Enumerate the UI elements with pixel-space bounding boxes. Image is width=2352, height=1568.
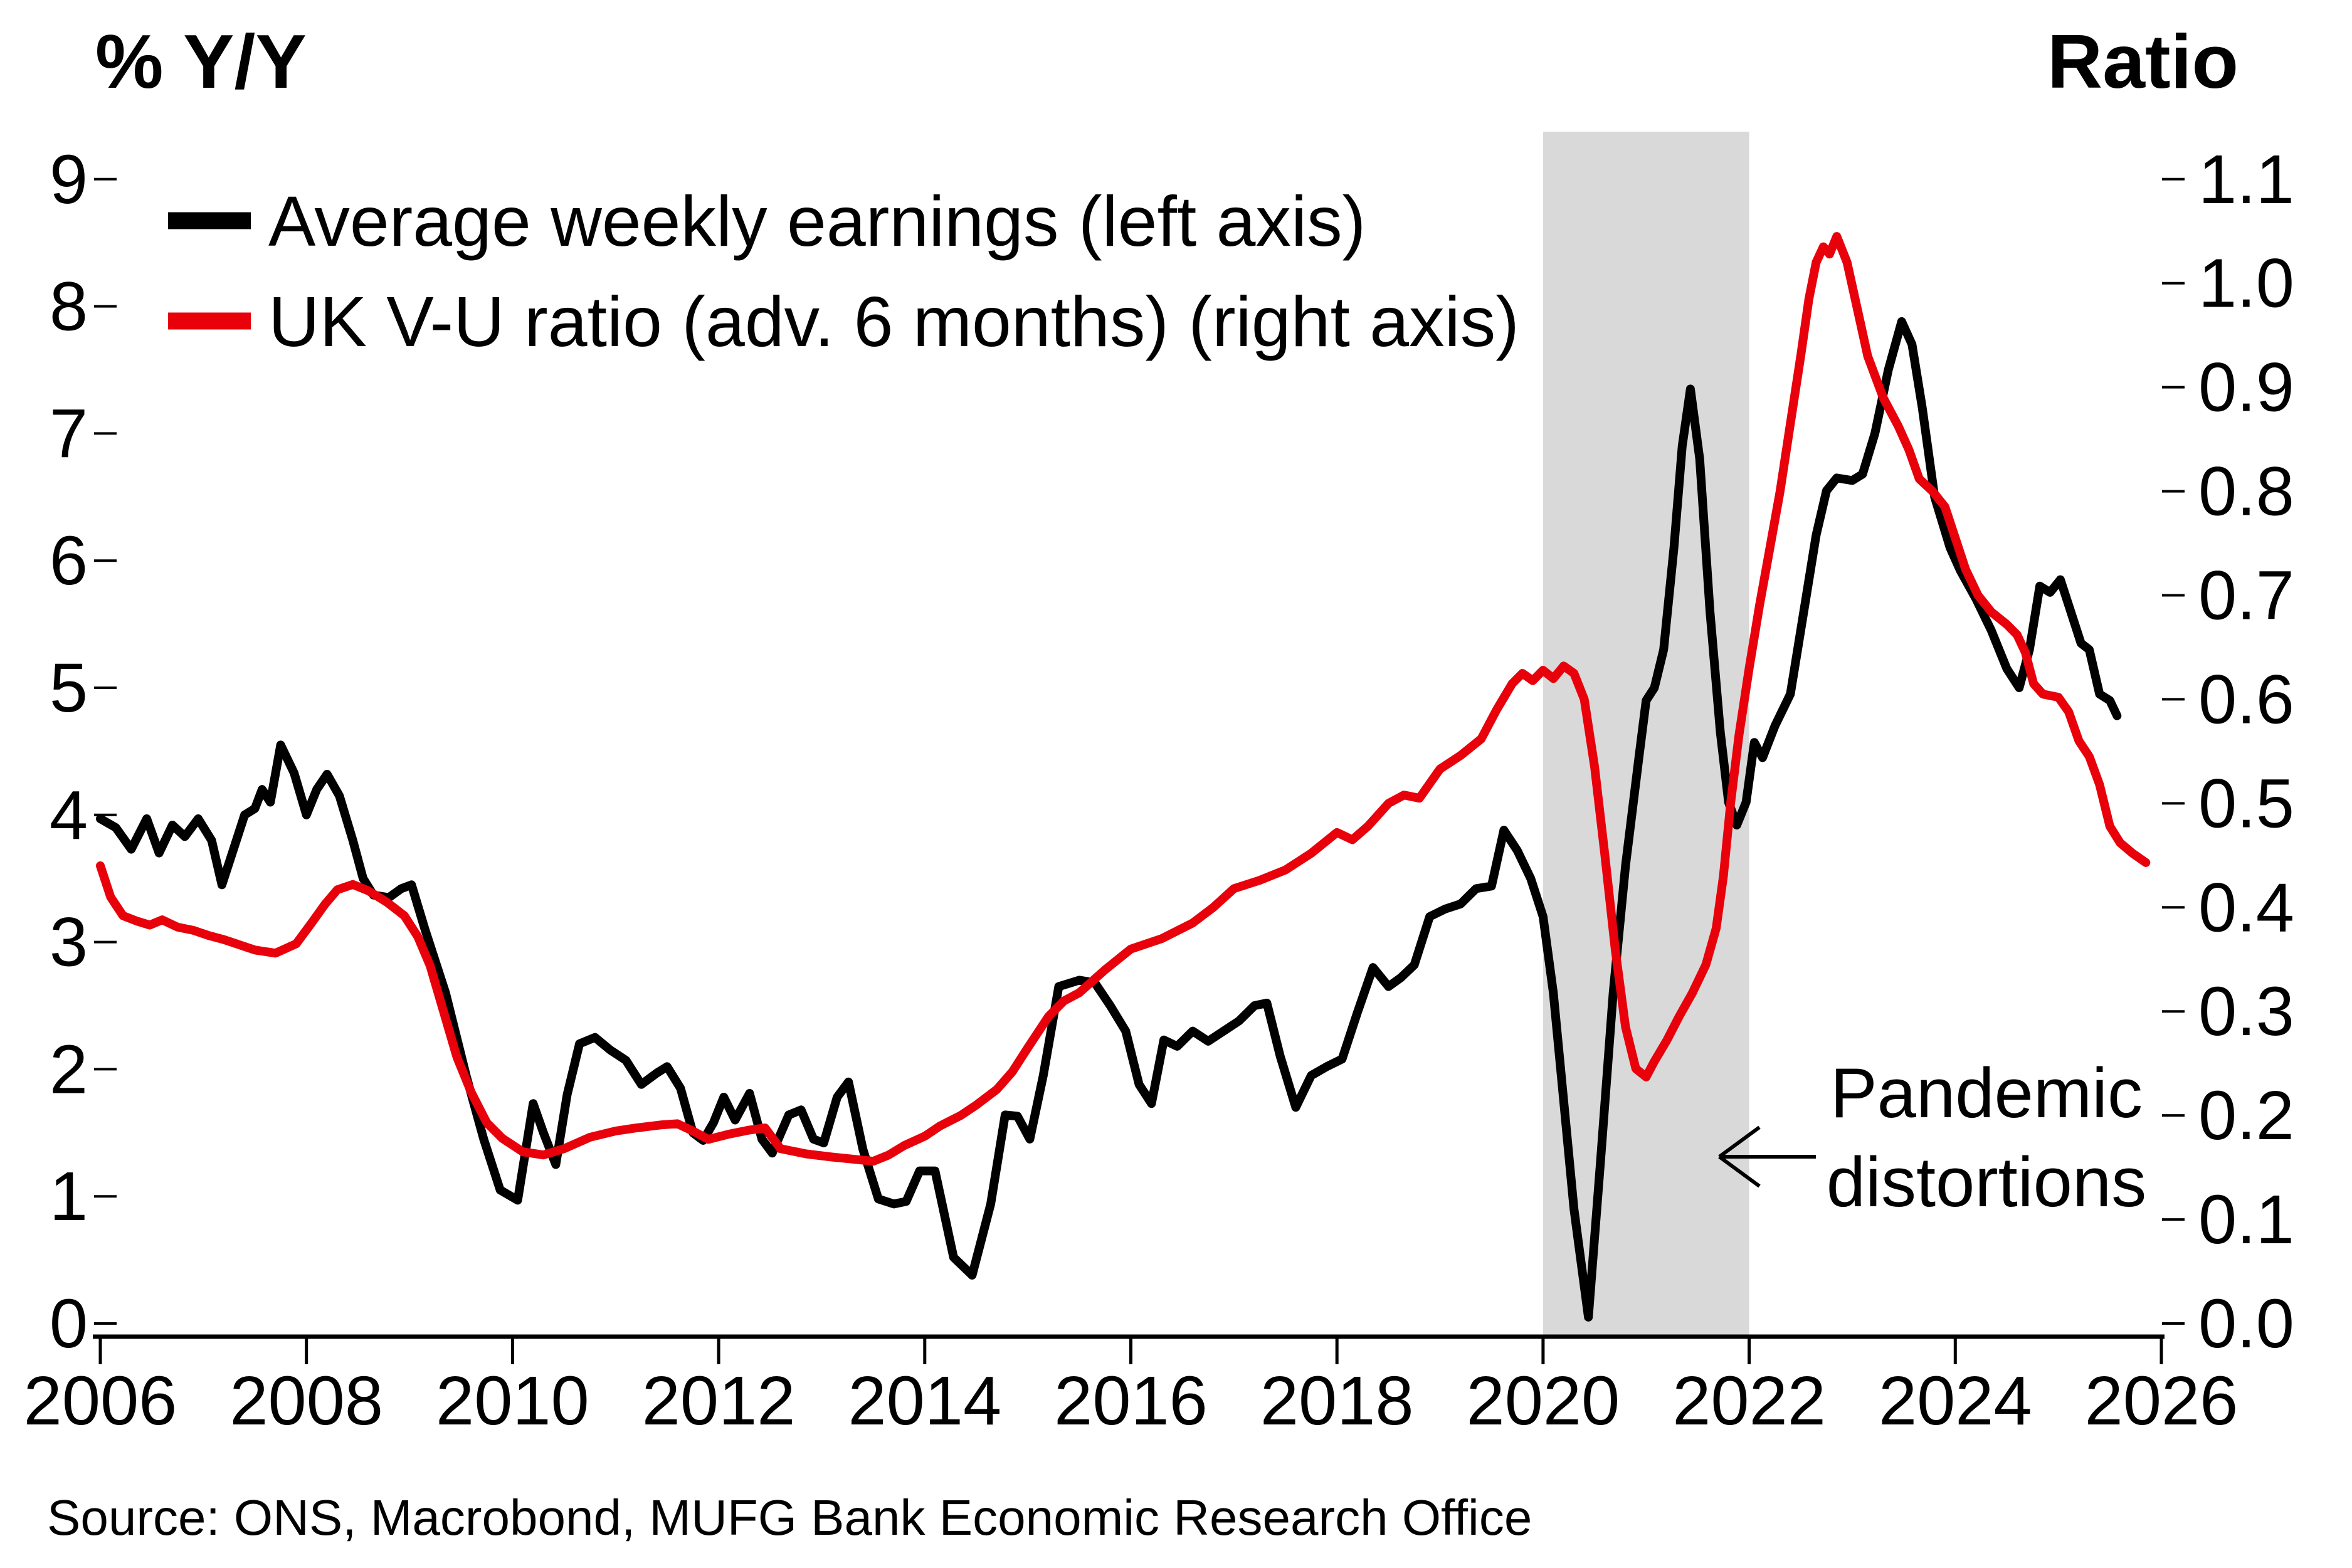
legend-label-vu-ratio: UK V-U ratio (adv. 6 months) (right axis… [268, 282, 1519, 361]
right-axis-tick-label: 0.9 [2198, 349, 2294, 426]
left-axis-tick-label: 9 [50, 141, 88, 218]
left-arrow-icon [1718, 1125, 1816, 1188]
right-axis-tick-label: 1.0 [2198, 245, 2294, 322]
x-axis-tick-label: 2018 [1260, 1362, 1414, 1439]
x-axis-tick-label: 2008 [229, 1362, 383, 1439]
axis-tick-labels: 0 1 2 3 4 5 6 7 8 9 0.0 0.1 0.2 0.3 0.4 0.5 0.6 0.7 0.8 0.9… [24, 141, 2294, 1439]
left-axis-tick-label: 3 [50, 904, 88, 981]
vu-ratio-line [96, 232, 2151, 1166]
data-series [96, 232, 2151, 1322]
right-axis-title: Ratio [2047, 19, 2239, 104]
x-axis-tick-label: 2012 [642, 1362, 796, 1439]
left-axis-tick-label: 2 [50, 1031, 88, 1108]
axis-ticks [94, 177, 2185, 1364]
right-axis-tick-label: 0.5 [2198, 765, 2294, 842]
legend: Average weekly earnings (left axis) UK V… [168, 182, 1519, 361]
x-axis-tick-label: 2006 [24, 1362, 177, 1439]
x-axis-tick-label: 2024 [1879, 1362, 2032, 1439]
left-axis-tick-label: 7 [50, 395, 88, 472]
left-axis-tick-label: 4 [50, 777, 88, 854]
right-axis-tick-label: 0.3 [2198, 973, 2294, 1050]
earnings-line [96, 317, 2122, 1322]
pandemic-annotation: Pandemic distortions [1718, 1054, 2146, 1221]
annotation-line2: distortions [1827, 1143, 2146, 1221]
left-axis-tick-label: 8 [50, 268, 88, 345]
right-axis-tick-label: 0.6 [2198, 661, 2294, 738]
right-axis-tick-label: 0.0 [2198, 1285, 2294, 1362]
right-axis-tick-label: 0.8 [2198, 453, 2294, 530]
annotation-line1: Pandemic [1830, 1054, 2143, 1132]
x-axis-tick-label: 2010 [436, 1362, 589, 1439]
x-axis-tick-label: 2020 [1467, 1362, 1620, 1439]
right-axis-tick-label: 0.4 [2198, 869, 2294, 946]
x-axis-tick-label: 2026 [2085, 1362, 2239, 1439]
x-axis-tick-label: 2022 [1672, 1362, 1826, 1439]
source-note: Source: ONS, Macrobond, MUFG Bank Econom… [47, 1490, 1532, 1545]
left-axis-tick-label: 1 [50, 1158, 88, 1235]
left-axis-tick-label: 0 [50, 1285, 88, 1362]
legend-label-earnings: Average weekly earnings (left axis) [268, 182, 1366, 261]
x-axis-tick-label: 2014 [848, 1362, 1001, 1439]
right-axis-tick-label: 0.7 [2198, 557, 2294, 634]
left-axis-title: % Y/Y [95, 19, 307, 104]
right-axis-tick-label: 1.1 [2198, 141, 2294, 218]
left-axis-tick-label: 6 [50, 522, 88, 599]
right-axis-tick-label: 0.1 [2198, 1181, 2294, 1258]
x-axis-tick-label: 2016 [1054, 1362, 1208, 1439]
right-axis-tick-label: 0.2 [2198, 1077, 2294, 1154]
left-axis-tick-label: 5 [50, 650, 88, 727]
